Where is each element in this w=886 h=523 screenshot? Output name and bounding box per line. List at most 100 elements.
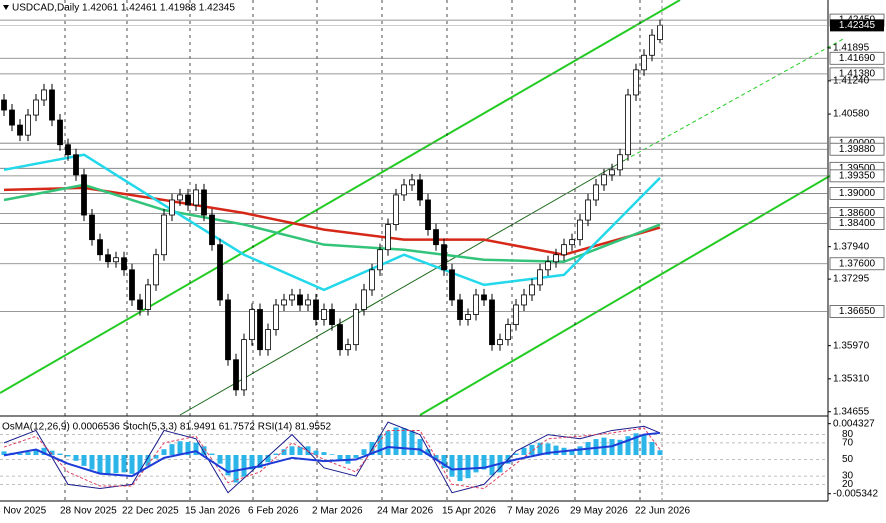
candle-body: [281, 299, 287, 306]
level-label: 1.36650: [839, 306, 876, 317]
osma-bar: [81, 455, 87, 466]
candle-body: [465, 314, 471, 320]
candle-body: [473, 294, 479, 315]
x-tick-label: 28 Nov 2025: [60, 506, 117, 517]
level-label: 1.39000: [839, 188, 876, 199]
osma-bar: [633, 433, 639, 456]
candle-body: [369, 269, 375, 291]
level-label-box: [829, 169, 885, 183]
osma-bar: [337, 455, 343, 461]
level-label-box: [829, 67, 885, 81]
candle-body: [497, 339, 503, 346]
osma-bar: [433, 455, 439, 460]
candle-body: [321, 309, 327, 320]
osma-bar: [241, 455, 247, 477]
channel-lower: [419, 169, 841, 416]
osma-bar: [569, 450, 575, 456]
candle-body: [489, 299, 495, 346]
osc-tick-label: 70: [842, 438, 854, 449]
candle-body: [609, 169, 615, 176]
osma-tick-label: 0.004327: [833, 418, 875, 429]
y-tick-label: 1.41240: [833, 76, 870, 87]
y-tick-label: 1.37940: [833, 241, 870, 252]
osma-bar: [1, 451, 7, 456]
candle-body: [297, 294, 303, 306]
osma-bar: [25, 452, 31, 456]
x-tick-label: 15 Jan 2026: [185, 506, 240, 517]
candle-body: [241, 339, 247, 391]
osma-bar: [409, 431, 415, 456]
candle-body: [265, 329, 271, 351]
osma-bar: [385, 431, 391, 456]
indicator-title: OsMA(12,26,9) 0.0006536 Stoch(5,3,3) 81.…: [2, 422, 332, 433]
candle-body: [561, 244, 567, 256]
candle-body: [185, 194, 191, 206]
y-tick-label: 1.35970: [833, 340, 870, 351]
candle-body: [505, 324, 511, 341]
candle-body: [81, 174, 87, 216]
candle-body: [433, 229, 439, 246]
candle-body: [193, 189, 199, 206]
osma-bar: [257, 455, 263, 469]
candle-body: [113, 257, 119, 263]
last-price-box: [830, 19, 884, 32]
candle-body: [361, 289, 367, 310]
osma-bar: [113, 455, 119, 474]
osma-bar: [529, 444, 535, 456]
candle-body: [377, 249, 383, 271]
osma-bar: [217, 455, 223, 464]
candle-body: [649, 34, 655, 56]
candle-body: [289, 294, 295, 301]
y-tick-label: 1.34655: [833, 406, 870, 417]
osma-bar: [625, 436, 631, 456]
osma-bar: [473, 455, 479, 473]
osma-bar: [121, 455, 127, 473]
level-label: 1.39880: [839, 144, 876, 155]
candle-body: [401, 184, 407, 196]
osma-bar: [545, 443, 551, 456]
candle-body: [57, 119, 63, 146]
osma-bar: [441, 455, 447, 469]
title-icon: [3, 5, 9, 10]
candle-body: [393, 194, 399, 225]
candle-body: [105, 254, 111, 263]
osc-tick-label: 30: [842, 471, 854, 482]
osma-bar: [145, 455, 151, 466]
osma-bar: [225, 455, 231, 476]
candle-body: [417, 179, 423, 201]
osma-bar: [425, 449, 431, 456]
y-tick-label: 1.40580: [833, 109, 870, 120]
candle-body: [249, 309, 255, 341]
osma-bar: [449, 455, 455, 477]
candle-body: [169, 199, 175, 216]
level-label-box: [829, 217, 885, 230]
osma-bar: [321, 452, 327, 456]
osma-bar: [393, 427, 399, 456]
osma-bar: [177, 441, 183, 456]
y-tick-label: 1.37295: [833, 274, 870, 285]
candle-body: [313, 299, 319, 320]
osma-tick-label: -0.005342: [833, 488, 878, 499]
osma-bar: [185, 441, 191, 456]
candle-body: [657, 24, 663, 41]
level-label: 1.39500: [839, 163, 876, 174]
level-label: 1.38400: [839, 218, 876, 229]
candle-body: [201, 189, 207, 216]
level-label-box: [829, 257, 885, 271]
candle-body: [585, 199, 591, 221]
osma-bar: [481, 455, 487, 470]
osma-bar: [617, 439, 623, 456]
level-label: 1.37600: [839, 258, 876, 269]
x-tick-label: 7 May 2026: [507, 506, 560, 517]
candle-body: [257, 309, 263, 351]
osma-bar: [577, 446, 583, 456]
candle-body: [65, 144, 71, 156]
osma-bar: [233, 455, 239, 483]
candle-body: [577, 219, 583, 241]
candle-body: [513, 304, 519, 325]
candle-body: [441, 244, 447, 271]
moving-average: [3, 186, 661, 256]
candle-body: [537, 269, 543, 286]
x-tick-label: 22 Dec 2025: [122, 506, 179, 517]
candle-body: [641, 54, 647, 71]
